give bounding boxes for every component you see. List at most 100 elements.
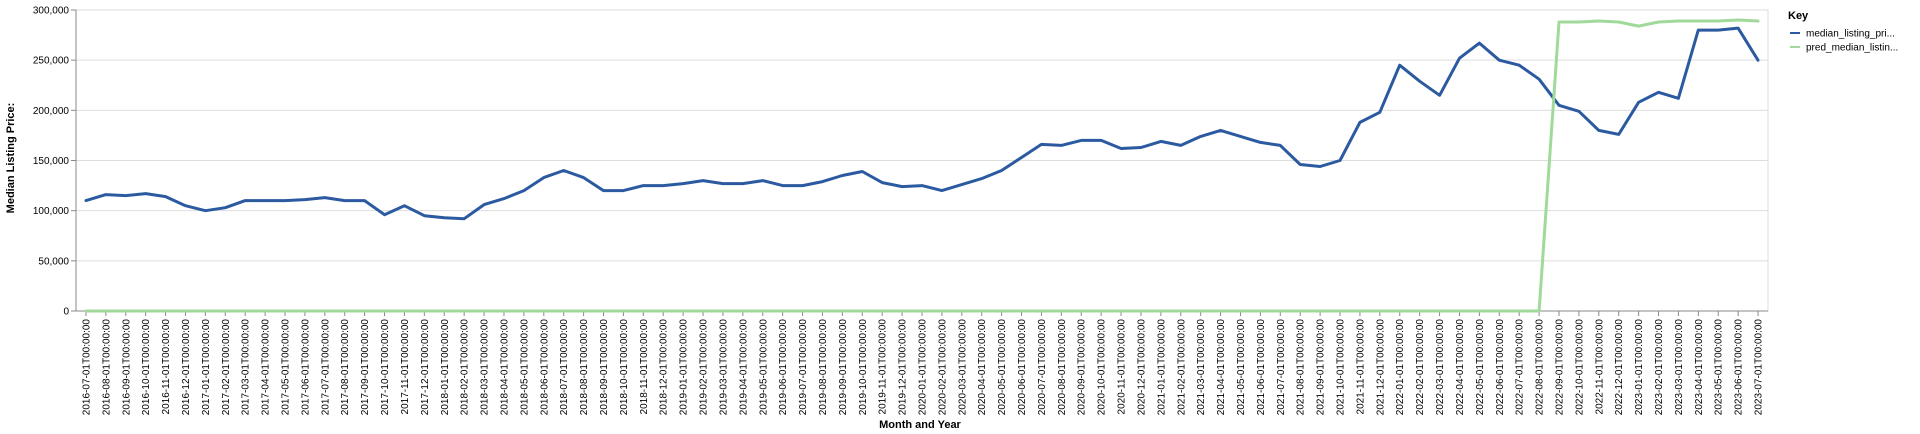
x-tick-label: 2018-10-01T00:00:00	[619, 319, 630, 416]
series-line-pred-median-listing-price	[84, 18, 1760, 313]
y-axis: 0 50,000 100,000 150,000 200,000 250,000 300,0…	[33, 6, 77, 318]
y-tick-label: 100,000	[33, 206, 70, 217]
x-tick-label: 2022-03-01T00:00:00	[1435, 319, 1446, 416]
x-tick-label: 2023-04-01T00:00:00	[1694, 319, 1705, 416]
legend-label: median_listing_pri...	[1806, 29, 1895, 40]
y-tick-label: 250,000	[33, 56, 70, 67]
x-tick-label: 2023-05-01T00:00:00	[1714, 319, 1725, 416]
x-tick-label: 2020-04-01T00:00:00	[977, 319, 988, 416]
legend-label: pred_median_listin...	[1806, 43, 1898, 54]
x-tick-label: 2023-02-01T00:00:00	[1654, 319, 1665, 416]
x-tick-label: 2019-06-01T00:00:00	[778, 319, 789, 416]
x-tick-label: 2021-01-01T00:00:00	[1156, 319, 1167, 416]
x-tick-label: 2020-11-01T00:00:00	[1117, 319, 1128, 415]
x-tick-label: 2019-12-01T00:00:00	[898, 319, 909, 416]
legend-items: median_listing_pri... pred_median_listin.…	[1790, 29, 1898, 54]
x-tick-label: 2022-11-01T00:00:00	[1594, 319, 1605, 415]
x-tick-label: 2017-09-01T00:00:00	[360, 319, 371, 416]
x-tick-label: 2017-01-01T00:00:00	[201, 319, 212, 416]
x-tick-label: 2019-04-01T00:00:00	[738, 319, 749, 416]
x-tick-label: 2021-08-01T00:00:00	[1296, 319, 1307, 416]
x-tick-label: 2019-01-01T00:00:00	[679, 319, 690, 416]
x-tick-label: 2021-09-01T00:00:00	[1316, 319, 1327, 416]
x-tick-label: 2016-12-01T00:00:00	[181, 319, 192, 416]
x-tick-label: 2021-11-01T00:00:00	[1355, 319, 1366, 415]
x-tick-label: 2020-09-01T00:00:00	[1077, 319, 1088, 416]
x-tick-label: 2019-11-01T00:00:00	[878, 319, 889, 415]
gridlines	[75, 9, 1769, 312]
y-tick-label: 0	[63, 307, 69, 318]
x-tick-label: 2017-06-01T00:00:00	[300, 319, 311, 416]
x-tick-label: 2020-05-01T00:00:00	[997, 319, 1008, 416]
x-tick-label: 2018-06-01T00:00:00	[539, 319, 550, 416]
x-tick-label: 2020-06-01T00:00:00	[1017, 319, 1028, 416]
x-tick-label: 2020-08-01T00:00:00	[1057, 319, 1068, 416]
x-axis: 2016-07-01T00:00:00 2016-08-01T00:00:00 20…	[76, 310, 1768, 416]
series-line-median-listing-price	[84, 26, 1760, 221]
x-tick-label: 2022-10-01T00:00:00	[1574, 319, 1585, 416]
y-tick-label: 200,000	[33, 106, 70, 117]
x-tick-label: 2019-07-01T00:00:00	[798, 319, 809, 416]
series-layer	[84, 18, 1760, 313]
x-tick-label: 2022-04-01T00:00:00	[1455, 319, 1466, 416]
x-tick-label: 2020-01-01T00:00:00	[918, 319, 929, 416]
legend-title: Key	[1788, 10, 1809, 22]
x-tick-label: 2021-06-01T00:00:00	[1256, 319, 1267, 416]
x-tick-label: 2018-07-01T00:00:00	[559, 319, 570, 416]
x-tick-label: 2019-09-01T00:00:00	[838, 319, 849, 416]
x-tick-label: 2022-01-01T00:00:00	[1395, 319, 1406, 416]
x-tick-label: 2017-10-01T00:00:00	[380, 319, 391, 416]
x-tick-label: 2023-03-01T00:00:00	[1674, 319, 1685, 416]
x-tick-label: 2021-07-01T00:00:00	[1276, 319, 1287, 416]
x-tick-label: 2016-08-01T00:00:00	[101, 319, 112, 416]
x-tick-label: 2020-02-01T00:00:00	[937, 319, 948, 416]
x-tick-label: 2020-07-01T00:00:00	[1037, 319, 1048, 416]
x-tick-label: 2022-09-01T00:00:00	[1554, 319, 1565, 416]
x-tick-label: 2023-01-01T00:00:00	[1634, 319, 1645, 416]
x-tick-label: 2017-05-01T00:00:00	[281, 319, 292, 416]
x-tick-label: 2021-05-01T00:00:00	[1236, 319, 1247, 416]
x-tick-label: 2021-12-01T00:00:00	[1375, 319, 1386, 416]
x-tick-label: 2018-03-01T00:00:00	[480, 319, 491, 416]
x-tick-label: 2023-06-01T00:00:00	[1734, 319, 1745, 416]
x-tick-label: 2018-05-01T00:00:00	[519, 319, 530, 416]
x-tick-label: 2016-10-01T00:00:00	[141, 319, 152, 416]
x-tick-label: 2021-02-01T00:00:00	[1176, 319, 1187, 416]
x-tick-label: 2017-11-01T00:00:00	[400, 319, 411, 415]
y-tick-label: 300,000	[33, 6, 70, 17]
x-tick-label: 2020-03-01T00:00:00	[957, 319, 968, 416]
x-tick-label: 2021-10-01T00:00:00	[1336, 319, 1347, 416]
x-tick-label: 2016-09-01T00:00:00	[121, 319, 132, 416]
x-tick-label: 2022-07-01T00:00:00	[1515, 319, 1526, 416]
x-tick-label: 2017-12-01T00:00:00	[420, 319, 431, 416]
x-tick-label: 2018-12-01T00:00:00	[659, 319, 670, 416]
x-tick-label: 2017-02-01T00:00:00	[221, 319, 232, 416]
x-tick-label: 2018-04-01T00:00:00	[499, 319, 510, 416]
x-tick-label: 2016-11-01T00:00:00	[161, 319, 172, 415]
x-tick-label: 2019-05-01T00:00:00	[758, 319, 769, 416]
x-tick-label: 2020-10-01T00:00:00	[1097, 319, 1108, 416]
x-axis-title: Month and Year	[879, 419, 961, 431]
x-tick-label: 2018-09-01T00:00:00	[599, 319, 610, 416]
x-tick-label: 2021-04-01T00:00:00	[1216, 319, 1227, 416]
x-tick-label: 2019-08-01T00:00:00	[818, 319, 829, 416]
y-tick-label: 50,000	[38, 256, 69, 267]
x-tick-label: 2017-03-01T00:00:00	[241, 319, 252, 416]
x-tick-label: 2019-02-01T00:00:00	[699, 319, 710, 416]
x-tick-label: 2017-07-01T00:00:00	[320, 319, 331, 416]
x-tick-label: 2017-08-01T00:00:00	[340, 319, 351, 416]
x-tick-label: 2019-10-01T00:00:00	[858, 319, 869, 416]
x-tick-label: 2018-01-01T00:00:00	[440, 319, 451, 416]
x-tick-label: 2017-04-01T00:00:00	[261, 319, 272, 416]
x-tick-label: 2022-06-01T00:00:00	[1495, 319, 1506, 416]
x-tick-label: 2022-02-01T00:00:00	[1415, 319, 1426, 416]
x-tick-label: 2022-12-01T00:00:00	[1614, 319, 1625, 416]
x-tick-label: 2018-08-01T00:00:00	[579, 319, 590, 416]
y-axis-title: Median Listing Price:	[5, 103, 17, 214]
x-tick-label: 2020-12-01T00:00:00	[1136, 319, 1147, 416]
x-tick-label: 2018-02-01T00:00:00	[460, 319, 471, 416]
x-tick-label: 2023-07-01T00:00:00	[1754, 319, 1765, 416]
x-tick-label: 2022-08-01T00:00:00	[1535, 319, 1546, 416]
legend: Key median_listing_pri... pred_median_lis…	[1788, 10, 1898, 54]
